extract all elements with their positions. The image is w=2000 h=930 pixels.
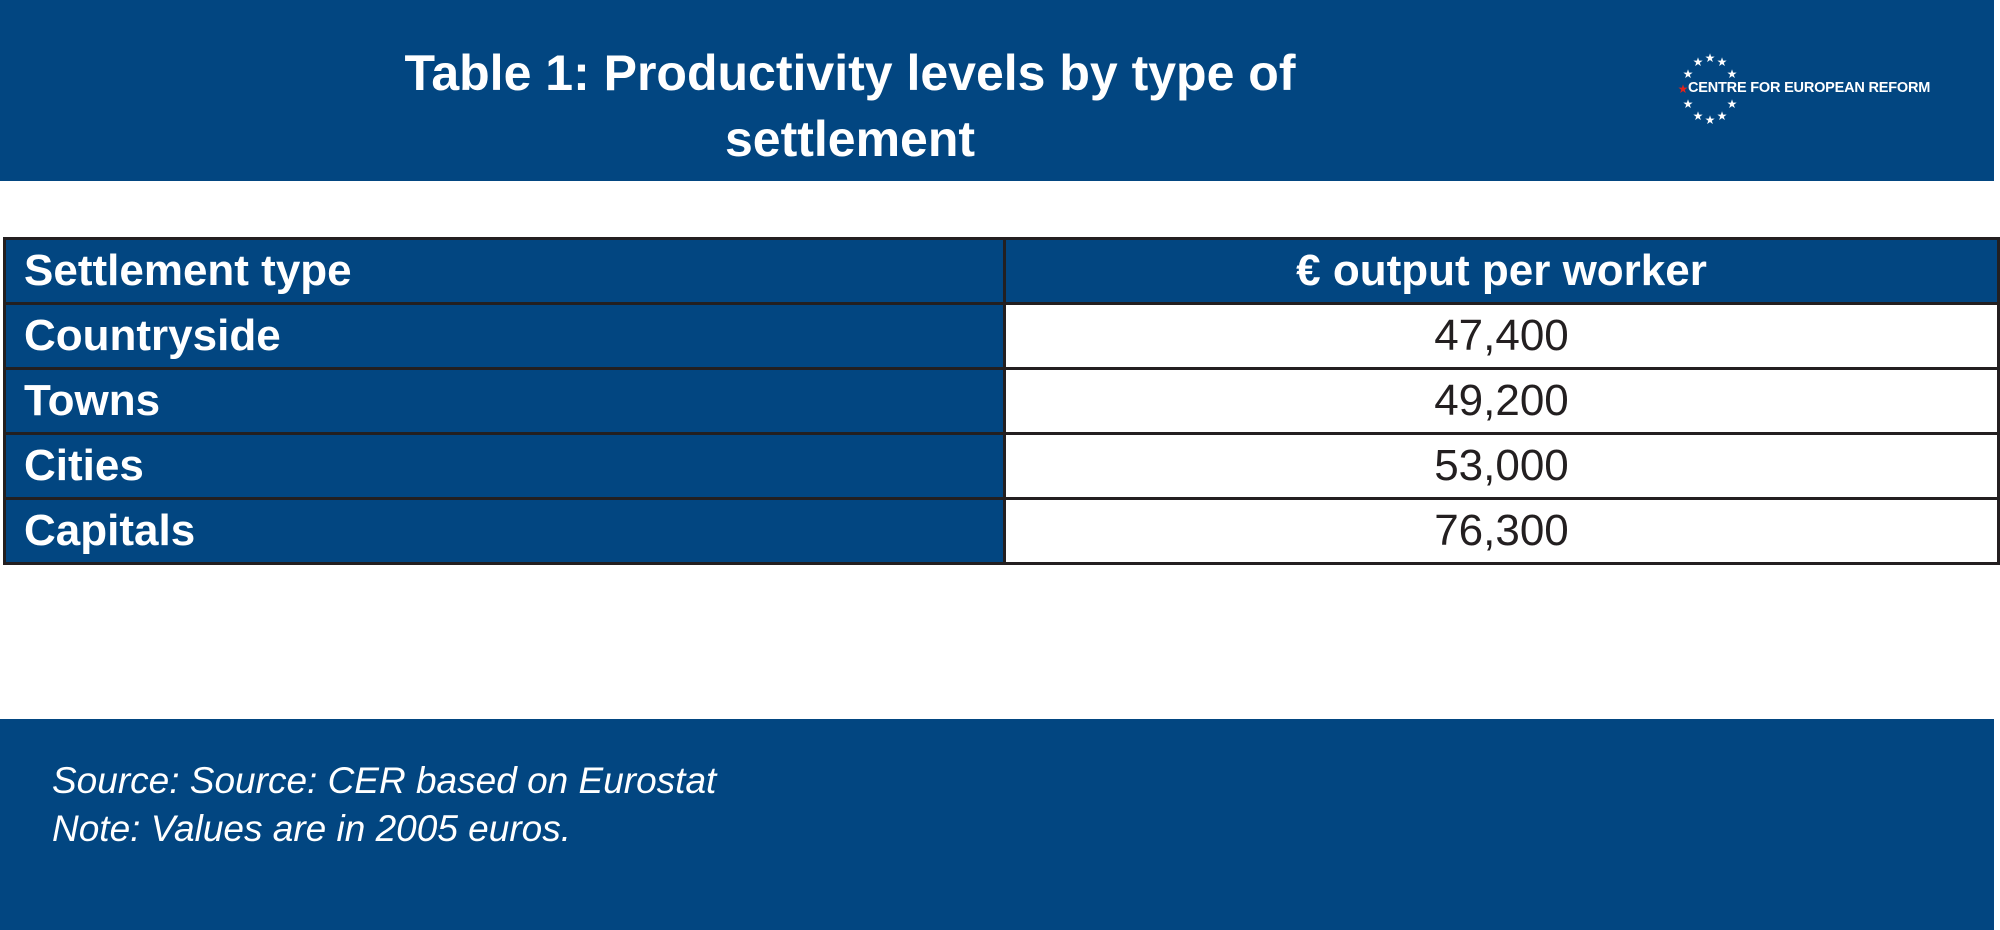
productivity-table: Settlement type € output per worker Coun… bbox=[3, 237, 2000, 565]
logo-text: CENTRE FOR EUROPEAN REFORM bbox=[1688, 80, 1931, 96]
row-label: Cities bbox=[3, 432, 1006, 500]
star-icon: ★ bbox=[1726, 97, 1738, 111]
star-icon: ★ bbox=[1716, 55, 1728, 69]
star-icon: ★ bbox=[1682, 67, 1694, 81]
table-row: Capitals 76,300 bbox=[3, 497, 2000, 565]
row-value: 76,300 bbox=[1003, 497, 2000, 565]
row-value: 49,200 bbox=[1003, 367, 2000, 435]
note-text: Note: Values are in 2005 euros. bbox=[52, 808, 572, 849]
star-icon: ★ bbox=[1682, 97, 1694, 111]
title-line-1: Table 1: Productivity levels by type of … bbox=[404, 45, 1296, 167]
footer-banner: Source: Source: CER based on Eurostat No… bbox=[0, 719, 1994, 930]
star-icon: ★ bbox=[1692, 109, 1704, 123]
star-icon: ★ bbox=[1704, 51, 1716, 65]
row-label: Towns bbox=[3, 367, 1006, 435]
row-value: 53,000 bbox=[1003, 432, 2000, 500]
star-icon: ★ bbox=[1716, 109, 1728, 123]
star-icon: ★ bbox=[1726, 67, 1738, 81]
table-title: Table 1: Productivity levels by type of … bbox=[300, 40, 1400, 238]
red-star-icon: ★ bbox=[1677, 82, 1689, 96]
row-label: Countryside bbox=[3, 302, 1006, 370]
table-row: Cities 53,000 bbox=[3, 432, 2000, 500]
table-row: Countryside 47,400 bbox=[3, 302, 2000, 370]
title-line-2: in the EU (output per worker) bbox=[505, 177, 1195, 233]
row-value: 47,400 bbox=[1003, 302, 2000, 370]
row-label: Capitals bbox=[3, 497, 1006, 565]
table-header-row: Settlement type € output per worker bbox=[3, 237, 2000, 305]
star-icon: ★ bbox=[1692, 55, 1704, 69]
star-icon: ★ bbox=[1704, 113, 1716, 127]
column-header-output: € output per worker bbox=[1003, 237, 2000, 305]
header-banner: Table 1: Productivity levels by type of … bbox=[0, 0, 1994, 233]
source-text: Source: Source: CER based on Eurostat bbox=[52, 760, 717, 801]
column-header-settlement: Settlement type bbox=[3, 237, 1006, 305]
table-row: Towns 49,200 bbox=[3, 367, 2000, 435]
footer-notes: Source: Source: CER based on Eurostat No… bbox=[52, 757, 716, 853]
cer-logo: ★ ★ ★ ★ ★ ★ ★ ★ ★ ★ ★ CENTRE FOR EUROPEA… bbox=[1664, 46, 1931, 132]
